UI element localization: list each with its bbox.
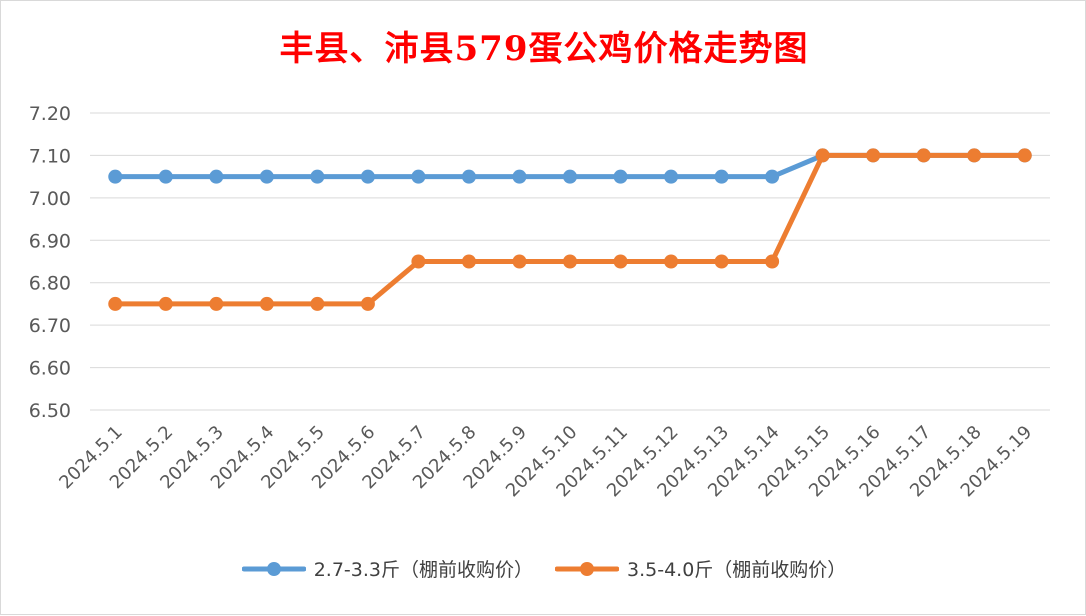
data-point[interactable]: [563, 254, 577, 269]
legend-label-series-2: 3.5-4.0斤（棚前收购价）: [627, 559, 847, 581]
series-lines: [108, 148, 1032, 311]
y-axis-ticks: 6.50 6.60 6.70 6.80 6.90 7.00 7.10 7.20: [29, 103, 71, 422]
data-point[interactable]: [967, 148, 982, 163]
y-tick-label: 7.00: [29, 188, 71, 210]
y-tick-label: 6.70: [29, 315, 71, 337]
y-tick-label: 6.90: [29, 230, 71, 252]
data-point[interactable]: [916, 148, 931, 163]
data-point[interactable]: [714, 254, 729, 269]
legend: 2.7-3.3斤（棚前收购价） 3.5-4.0斤（棚前收购价）: [1, 555, 1086, 582]
legend-marker-series-2: [555, 561, 619, 576]
data-point[interactable]: [613, 254, 628, 269]
data-point[interactable]: [259, 169, 274, 184]
data-point[interactable]: [360, 169, 375, 184]
data-point[interactable]: [512, 169, 527, 184]
data-point[interactable]: [158, 169, 173, 184]
data-point[interactable]: [563, 169, 577, 184]
data-point[interactable]: [108, 169, 123, 184]
data-point[interactable]: [765, 169, 780, 184]
y-tick-label: 6.50: [29, 400, 71, 422]
data-point[interactable]: [259, 296, 274, 311]
data-point[interactable]: [461, 254, 476, 269]
data-point[interactable]: [461, 169, 476, 184]
data-point[interactable]: [664, 169, 679, 184]
data-point[interactable]: [158, 296, 173, 311]
data-point[interactable]: [108, 296, 123, 311]
data-point[interactable]: [411, 254, 426, 269]
data-point[interactable]: [209, 296, 224, 311]
data-point[interactable]: [310, 169, 325, 184]
data-point[interactable]: [360, 296, 375, 311]
data-point[interactable]: [866, 148, 881, 163]
legend-item-series-2[interactable]: 3.5-4.0斤（棚前收购价）: [555, 555, 846, 582]
series-2: [108, 148, 1032, 311]
data-point[interactable]: [209, 169, 224, 184]
data-point[interactable]: [613, 169, 628, 184]
data-point[interactable]: [815, 148, 830, 163]
data-point[interactable]: [512, 254, 527, 269]
data-point[interactable]: [411, 169, 426, 184]
chart-title: 丰县、沛县579蛋公鸡价格走势图: [279, 29, 809, 69]
legend-marker-series-1: [241, 561, 306, 576]
data-point[interactable]: [310, 296, 325, 311]
legend-item-series-1[interactable]: 2.7-3.3斤（棚前收购价）: [241, 555, 533, 582]
data-point[interactable]: [664, 254, 679, 269]
legend-label-series-1: 2.7-3.3斤（棚前收购价）: [313, 559, 533, 581]
y-tick-label: 7.20: [29, 103, 71, 125]
data-point[interactable]: [714, 169, 729, 184]
data-point[interactable]: [1017, 148, 1032, 163]
x-axis-ticks: 2024.5.12024.5.22024.5.32024.5.42024.5.5…: [55, 422, 1036, 502]
y-tick-label: 6.80: [29, 273, 71, 295]
data-point[interactable]: [765, 254, 780, 269]
y-tick-label: 6.60: [29, 358, 71, 380]
y-tick-label: 7.10: [29, 145, 71, 167]
